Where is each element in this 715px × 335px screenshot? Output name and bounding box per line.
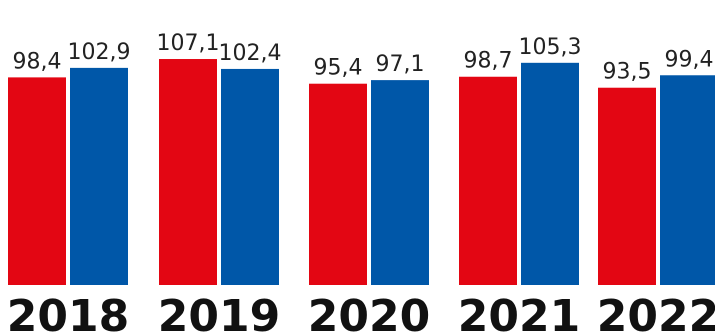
value-label-2018-series-1: 98,4 xyxy=(13,49,62,74)
bar-2018-series-2 xyxy=(70,67,128,285)
value-label-2021-series-1: 98,7 xyxy=(464,49,513,74)
year-label-2021: 2021 xyxy=(458,291,580,335)
value-label-2020-series-2: 97,1 xyxy=(376,52,425,77)
bar-2022-series-2 xyxy=(660,75,715,286)
bar-2020-series-2 xyxy=(371,80,429,285)
value-label-2020-series-1: 95,4 xyxy=(314,56,363,81)
bars-group xyxy=(8,59,715,286)
bar-2021-series-2 xyxy=(521,62,579,285)
value-label-2021-series-2: 105,3 xyxy=(519,35,582,60)
bar-2021-series-1 xyxy=(459,76,517,285)
value-label-2022-series-2: 99,4 xyxy=(665,47,714,72)
bar-2019-series-2 xyxy=(221,68,279,285)
bar-2022-series-1 xyxy=(598,87,656,285)
value-label-2019-series-2: 102,4 xyxy=(219,41,282,66)
bar-2019-series-1 xyxy=(159,59,217,286)
year-label-2022: 2022 xyxy=(597,291,715,335)
year-labels-group: 2018 2019 2020 2021 2022 xyxy=(7,291,715,335)
year-label-2020: 2020 xyxy=(308,291,430,335)
bar-2018-series-1 xyxy=(8,77,66,285)
year-label-2018: 2018 xyxy=(7,291,129,335)
value-label-2019-series-1: 107,1 xyxy=(157,31,220,56)
value-label-2022-series-1: 93,5 xyxy=(603,60,652,85)
year-label-2019: 2019 xyxy=(158,291,280,335)
bar-2020-series-1 xyxy=(309,83,367,286)
value-label-2018-series-2: 102,9 xyxy=(68,40,131,65)
